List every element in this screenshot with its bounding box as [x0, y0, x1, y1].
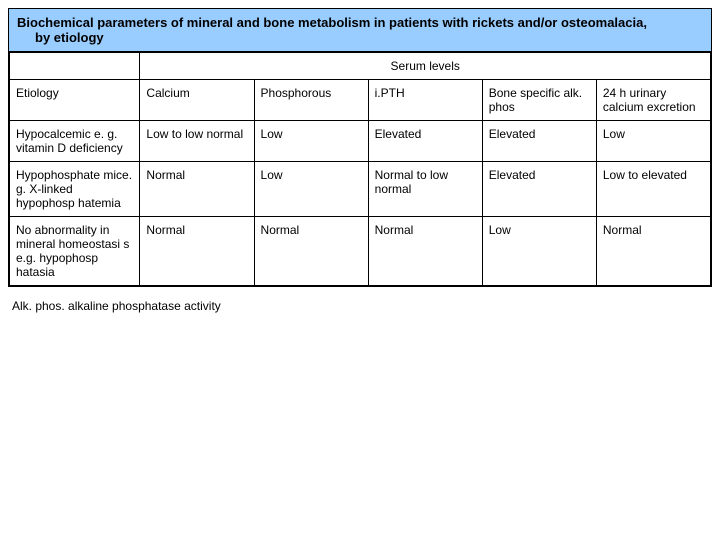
table-row: Hypocalcemic e. g. vitamin D deficiency …	[10, 121, 711, 162]
cell-value: Normal	[140, 162, 254, 217]
cell-value: Normal	[368, 217, 482, 286]
cell-value: Normal	[254, 217, 368, 286]
table-title: Biochemical parameters of mineral and bo…	[9, 9, 711, 52]
cell-value: Normal	[140, 217, 254, 286]
table-container: Biochemical parameters of mineral and bo…	[8, 8, 712, 287]
col-header: Phosphorous	[254, 80, 368, 121]
cell-value: Elevated	[482, 162, 596, 217]
cell-value: Low	[596, 121, 710, 162]
serum-header-row: Serum levels	[10, 53, 711, 80]
cell-value: Normal to low normal	[368, 162, 482, 217]
serum-levels-header: Serum levels	[140, 53, 711, 80]
col-header: 24 h urinary calcium excretion	[596, 80, 710, 121]
col-header: Etiology	[10, 80, 140, 121]
cell-value: Low	[254, 162, 368, 217]
empty-cell	[10, 53, 140, 80]
column-header-row: Etiology Calcium Phosphorous i.PTH Bone …	[10, 80, 711, 121]
cell-value: Low	[482, 217, 596, 286]
cell-value: Elevated	[482, 121, 596, 162]
table-row: No abnormality in mineral homeostasi s e…	[10, 217, 711, 286]
col-header: Bone specific alk. phos	[482, 80, 596, 121]
col-header: i.PTH	[368, 80, 482, 121]
cell-etiology: Hypophosphate mice. g. X-linked hypophos…	[10, 162, 140, 217]
col-header: Calcium	[140, 80, 254, 121]
biochem-table: Serum levels Etiology Calcium Phosphorou…	[9, 52, 711, 286]
cell-value: Low to low normal	[140, 121, 254, 162]
title-line-2: by etiology	[17, 30, 703, 45]
cell-value: Low	[254, 121, 368, 162]
title-line-1: Biochemical parameters of mineral and bo…	[17, 15, 647, 30]
table-row: Hypophosphate mice. g. X-linked hypophos…	[10, 162, 711, 217]
footnote: Alk. phos. alkaline phosphatase activity	[8, 287, 712, 325]
cell-value: Elevated	[368, 121, 482, 162]
cell-value: Low to elevated	[596, 162, 710, 217]
cell-etiology: No abnormality in mineral homeostasi s e…	[10, 217, 140, 286]
cell-etiology: Hypocalcemic e. g. vitamin D deficiency	[10, 121, 140, 162]
cell-value: Normal	[596, 217, 710, 286]
